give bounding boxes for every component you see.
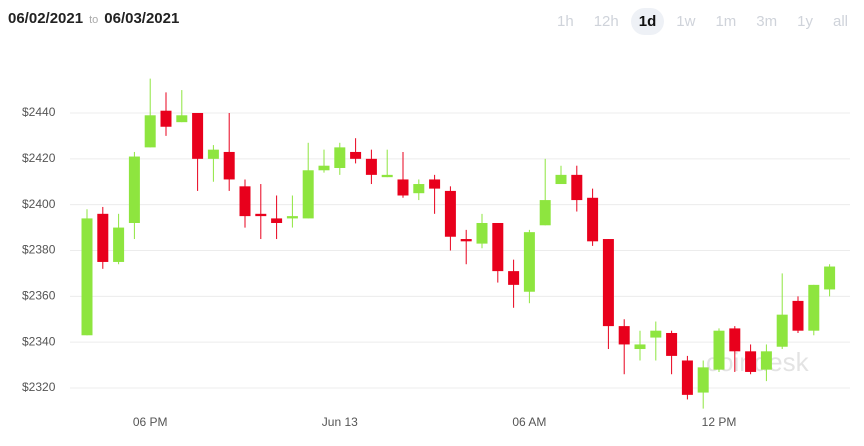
candle-body <box>508 271 520 285</box>
candle-body <box>223 151 235 180</box>
range-button[interactable]: 1y <box>797 13 813 30</box>
candle-body <box>128 156 140 223</box>
x-tick-label: Jun 13 <box>322 415 358 429</box>
candle-body <box>334 147 346 168</box>
candle-body <box>113 227 125 262</box>
date-to-word: to <box>89 14 99 26</box>
candle-body <box>397 179 409 196</box>
candle-body <box>587 197 599 242</box>
candle-body <box>523 232 535 292</box>
date-to: 06/03/2021 <box>104 10 180 27</box>
range-button[interactable]: 1m <box>715 13 737 30</box>
candle-body <box>602 239 614 327</box>
candle-body <box>571 174 583 201</box>
candle-body <box>824 266 836 290</box>
x-tick-label: 06 PM <box>133 415 168 429</box>
candle-body <box>539 200 551 226</box>
x-tick-label: 06 AM <box>512 415 546 429</box>
candle-body <box>176 115 188 123</box>
candle-body <box>681 360 693 395</box>
range-selector: 1h 12h 1d 1w 1m 3m 1y all <box>549 8 856 35</box>
date-from: 06/02/2021 <box>8 10 84 27</box>
candle-body <box>381 174 393 178</box>
range-button[interactable]: 1h <box>557 13 574 30</box>
y-tick-label: $2360 <box>22 288 56 302</box>
candle-body <box>429 179 441 189</box>
candle-body <box>713 330 725 370</box>
candle-body <box>302 170 314 219</box>
y-tick-label: $2380 <box>22 243 56 257</box>
range-button[interactable]: 3m <box>756 13 778 30</box>
range-button[interactable]: 1w <box>676 13 696 30</box>
candle-body <box>207 149 219 159</box>
y-tick-label: $2420 <box>22 151 56 165</box>
candle-body <box>729 328 741 352</box>
y-tick-label: $2320 <box>22 380 56 394</box>
candle-body <box>618 326 630 345</box>
candle-body <box>160 110 172 127</box>
y-tick-label: $2400 <box>22 197 56 211</box>
candle-body <box>144 115 156 148</box>
candle-body <box>413 184 425 194</box>
candle-body <box>808 284 820 331</box>
y-tick-label: $2340 <box>22 334 56 348</box>
candle-body <box>555 174 567 185</box>
candle-body <box>255 213 267 217</box>
candle-body <box>760 351 772 370</box>
candle-body <box>792 300 804 331</box>
candle-body <box>318 165 330 171</box>
candle-body <box>634 344 646 350</box>
candle-body <box>192 112 204 159</box>
candle-body <box>286 216 298 219</box>
candle-body <box>666 332 678 356</box>
candle-body <box>350 151 362 159</box>
range-button[interactable]: 1d <box>630 8 665 35</box>
candle-body <box>239 186 251 217</box>
range-button[interactable]: all <box>832 13 848 30</box>
candle-body <box>271 218 283 223</box>
range-button[interactable]: 12h <box>593 13 619 30</box>
candle-body <box>444 190 456 237</box>
candle-body <box>460 239 472 242</box>
candle-body <box>81 218 93 336</box>
candle-body <box>97 213 109 262</box>
candle-body <box>745 351 757 372</box>
candle-body <box>476 222 488 244</box>
candle-body <box>365 158 377 175</box>
candle-body <box>697 367 709 393</box>
candle-body <box>650 330 662 338</box>
date-range: 06/02/2021 to 06/03/2021 <box>8 10 179 27</box>
y-tick-label: $2440 <box>22 105 56 119</box>
candle-body <box>492 222 504 272</box>
candle-body <box>776 314 788 347</box>
x-tick-label: 12 PM <box>702 415 737 429</box>
